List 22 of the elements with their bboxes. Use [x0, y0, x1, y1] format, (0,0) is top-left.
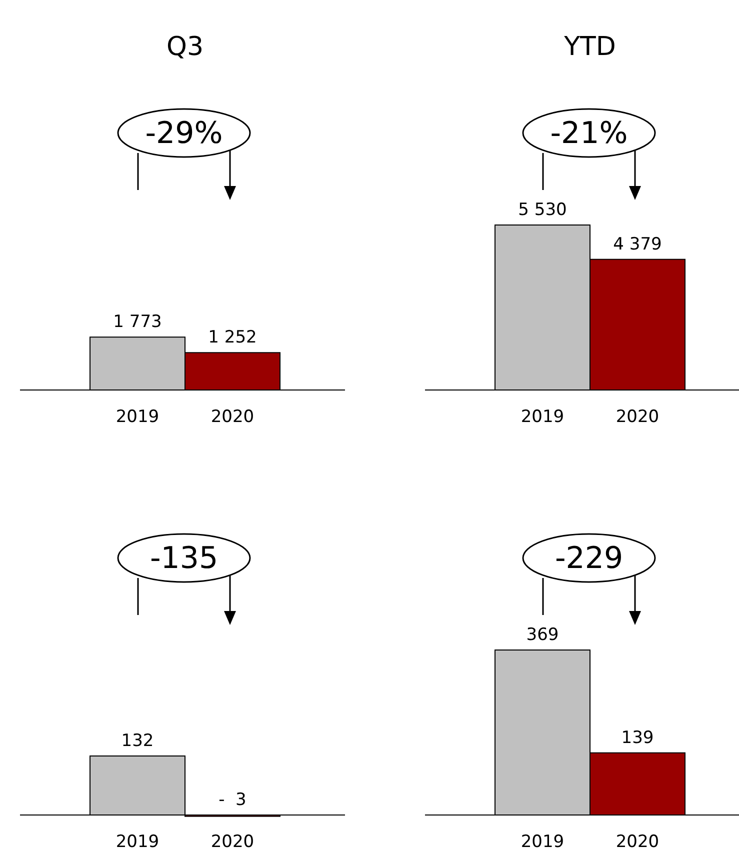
x-tick-label: 2020: [210, 832, 254, 851]
data-label: - 3: [218, 790, 246, 810]
x-tick-label: 2019: [520, 407, 564, 427]
data-label: 5 530: [518, 200, 567, 220]
text: -29%: [145, 116, 223, 151]
data-label: 4 379: [613, 234, 662, 254]
text: -21%: [550, 116, 628, 151]
chart-title: YTD: [563, 32, 616, 62]
chart-title: Q3: [166, 32, 204, 62]
x-tick-label: 2020: [616, 407, 660, 427]
data-label: 139: [621, 728, 654, 748]
x-tick-label: 2019: [116, 832, 160, 851]
data-label: 132: [121, 730, 154, 751]
x-tick-label: 2019: [520, 832, 564, 851]
text: -229: [554, 541, 624, 576]
x-tick-label: 2019: [116, 407, 160, 427]
data-label: 1 252: [208, 328, 257, 348]
x-tick-label: 2020: [210, 407, 254, 427]
data-label: 369: [526, 625, 559, 645]
data-label: 1 773: [113, 312, 162, 332]
x-tick-label: 2020: [616, 832, 660, 851]
text: -135: [150, 541, 218, 576]
